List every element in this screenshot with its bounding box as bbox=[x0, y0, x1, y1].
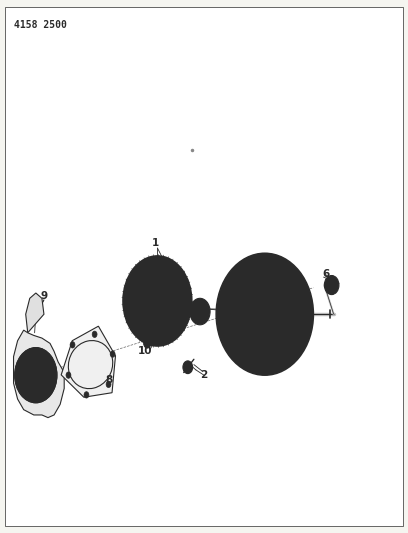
Circle shape bbox=[92, 331, 97, 337]
Circle shape bbox=[20, 382, 25, 389]
Circle shape bbox=[66, 372, 71, 378]
Circle shape bbox=[146, 278, 152, 285]
Circle shape bbox=[144, 338, 151, 348]
Circle shape bbox=[70, 342, 75, 348]
Circle shape bbox=[33, 352, 38, 358]
Ellipse shape bbox=[216, 253, 313, 375]
Circle shape bbox=[106, 381, 111, 387]
Circle shape bbox=[244, 288, 285, 341]
Text: 4158 2500: 4158 2500 bbox=[13, 20, 67, 30]
Circle shape bbox=[84, 392, 89, 398]
Circle shape bbox=[32, 370, 40, 381]
Circle shape bbox=[20, 362, 25, 368]
Text: 3: 3 bbox=[233, 309, 240, 319]
PathPatch shape bbox=[13, 330, 64, 418]
Text: 9: 9 bbox=[40, 290, 47, 301]
Circle shape bbox=[190, 298, 210, 325]
Text: 5: 5 bbox=[277, 328, 285, 338]
Circle shape bbox=[110, 351, 115, 357]
Text: 4: 4 bbox=[251, 306, 258, 317]
Circle shape bbox=[183, 361, 193, 374]
Circle shape bbox=[133, 269, 182, 333]
FancyBboxPatch shape bbox=[5, 7, 403, 526]
Circle shape bbox=[255, 301, 275, 327]
PathPatch shape bbox=[61, 326, 115, 397]
Circle shape bbox=[163, 317, 169, 324]
Circle shape bbox=[47, 382, 51, 389]
Text: 1: 1 bbox=[152, 238, 159, 248]
Text: 6: 6 bbox=[322, 270, 329, 279]
Circle shape bbox=[47, 362, 51, 368]
Circle shape bbox=[123, 256, 192, 346]
Circle shape bbox=[151, 293, 164, 309]
Text: 2: 2 bbox=[200, 370, 208, 380]
Circle shape bbox=[163, 278, 169, 285]
Circle shape bbox=[33, 392, 38, 399]
Text: 8: 8 bbox=[105, 375, 112, 385]
Text: 10: 10 bbox=[138, 346, 153, 357]
Circle shape bbox=[172, 297, 177, 305]
Circle shape bbox=[195, 305, 205, 318]
Circle shape bbox=[24, 360, 47, 390]
PathPatch shape bbox=[26, 293, 44, 333]
Circle shape bbox=[15, 348, 57, 403]
Circle shape bbox=[324, 276, 339, 295]
Circle shape bbox=[137, 297, 143, 305]
Circle shape bbox=[146, 317, 152, 324]
Text: 7: 7 bbox=[127, 285, 135, 295]
